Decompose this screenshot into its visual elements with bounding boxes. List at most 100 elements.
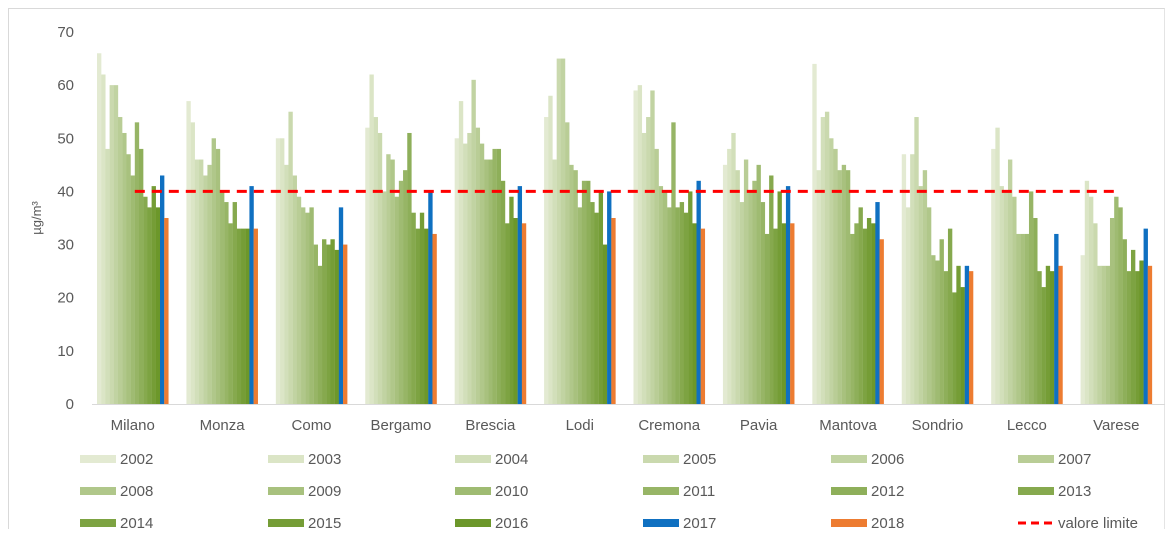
bar-2010-como	[309, 207, 314, 404]
bar-2004-lecco	[999, 186, 1004, 404]
bar-2017-lodi	[607, 191, 612, 404]
y-tick-label: 30	[57, 237, 74, 254]
bar-2012-milano	[139, 148, 144, 404]
bar-2005-cremona	[646, 117, 651, 404]
bar-2003-mantova	[816, 170, 821, 404]
bar-2004-milano	[105, 148, 110, 404]
bar-2007-varese	[1101, 265, 1106, 404]
y-tick-label: 40	[57, 183, 74, 200]
bar-2009-monza	[215, 148, 221, 404]
bars	[97, 53, 1153, 405]
bar-2003-brescia	[458, 101, 464, 404]
bar-2005-monza	[199, 159, 204, 404]
bar-2008-sondrio	[926, 207, 932, 404]
bar-2015-lodi	[598, 191, 604, 404]
bar-2006-lecco	[1007, 159, 1013, 404]
bar-2015-pavia	[777, 191, 782, 404]
bar-2010-varese	[1114, 196, 1119, 404]
bar-2016-bergamo	[424, 228, 429, 404]
bar-2006-brescia	[471, 79, 476, 404]
bar-2004-brescia	[463, 143, 468, 404]
legend-label: 2015	[308, 515, 341, 532]
bar-2009-bergamo	[394, 196, 399, 404]
bar-2013-como	[322, 239, 327, 404]
bar-2015-brescia	[509, 196, 514, 404]
bar-2010-monza	[220, 191, 225, 404]
bar-2003-sondrio	[905, 207, 911, 404]
bar-2007-monza	[207, 164, 212, 404]
legend-swatch	[643, 487, 679, 495]
bar-2007-bergamo	[386, 154, 391, 404]
bar-2004-sondrio	[910, 154, 915, 404]
y-axis-label: µg/m³	[29, 201, 44, 235]
bar-2011-cremona	[671, 122, 676, 404]
bar-2012-brescia	[496, 148, 502, 404]
bar-2006-sondrio	[918, 186, 923, 404]
bar-2002-lecco	[991, 148, 996, 404]
bar-2011-como	[313, 244, 318, 404]
bar-2014-sondrio	[952, 292, 957, 404]
bar-2003-monza	[190, 122, 195, 404]
bar-2009-lecco	[1020, 233, 1025, 404]
legend: 2002 2003 2004 2005 2006 2007 2008 2009 2010 2011…	[80, 451, 1138, 532]
legend-swatch	[831, 519, 867, 527]
bar-2014-brescia	[505, 223, 510, 404]
chart-frame	[8, 8, 1165, 529]
legend-swatch	[643, 519, 679, 527]
bar-2012-como	[317, 265, 323, 404]
bar-2010-brescia	[488, 159, 493, 404]
bar-2011-monza	[224, 202, 229, 404]
legend-swatch	[831, 455, 867, 463]
bar-2015-lecco	[1045, 265, 1051, 404]
bar-2008-monza	[211, 138, 216, 405]
bar-2010-mantova	[845, 170, 851, 404]
bar-2006-como	[292, 175, 297, 404]
bar-2016-pavia	[781, 223, 787, 404]
bar-2009-mantova	[841, 164, 847, 404]
legend-swatch	[80, 519, 116, 527]
bar-2007-sondrio	[922, 170, 928, 404]
bar-2015-varese	[1135, 271, 1140, 404]
bar-2005-como	[288, 111, 293, 405]
bar-2018-brescia	[521, 223, 527, 404]
bar-2013-brescia	[500, 180, 506, 404]
x-tick-label: Lodi	[566, 417, 594, 434]
bar-2007-cremona	[654, 148, 659, 404]
bar-2002-como	[275, 138, 281, 405]
bar-2004-bergamo	[373, 117, 378, 404]
bar-2011-sondrio	[939, 239, 944, 404]
bar-2003-varese	[1084, 180, 1090, 404]
bar-2016-lecco	[1049, 271, 1055, 404]
bar-2010-cremona	[667, 207, 672, 404]
x-tick-label: Bergamo	[371, 417, 432, 434]
y-tick-label: 20	[57, 290, 74, 307]
bar-2010-milano	[130, 175, 135, 404]
bar-2016-monza	[245, 228, 250, 404]
legend-label: 2013	[1058, 483, 1091, 500]
y-tick-label: 70	[57, 24, 74, 41]
bar-2015-monza	[241, 228, 246, 404]
bar-2017-bergamo	[428, 191, 433, 404]
legend-label: 2017	[683, 515, 716, 532]
bar-2004-lodi	[552, 159, 557, 404]
bar-2009-brescia	[484, 159, 489, 404]
bar-2007-brescia	[475, 127, 481, 404]
bar-2006-lodi	[560, 58, 566, 404]
bar-2005-sondrio	[914, 117, 919, 404]
bar-2008-cremona	[658, 186, 664, 404]
bar-2010-lodi	[577, 207, 583, 404]
legend-swatch	[1018, 455, 1054, 463]
bar-2003-lodi	[548, 95, 553, 405]
bar-2004-cremona	[641, 132, 647, 404]
y-axis: 0 10 20 30 40 50 60 70 µg/m³	[29, 24, 74, 413]
bar-2008-como	[301, 207, 306, 404]
bar-2002-monza	[186, 101, 191, 404]
bar-2010-sondrio	[935, 260, 940, 404]
legend-label: 2010	[495, 483, 528, 500]
bar-2012-mantova	[854, 223, 859, 404]
bar-2014-milano	[147, 207, 152, 404]
bar-2018-lecco	[1058, 265, 1063, 404]
legend-label: 2008	[120, 483, 153, 500]
bar-2008-milano	[122, 132, 127, 404]
